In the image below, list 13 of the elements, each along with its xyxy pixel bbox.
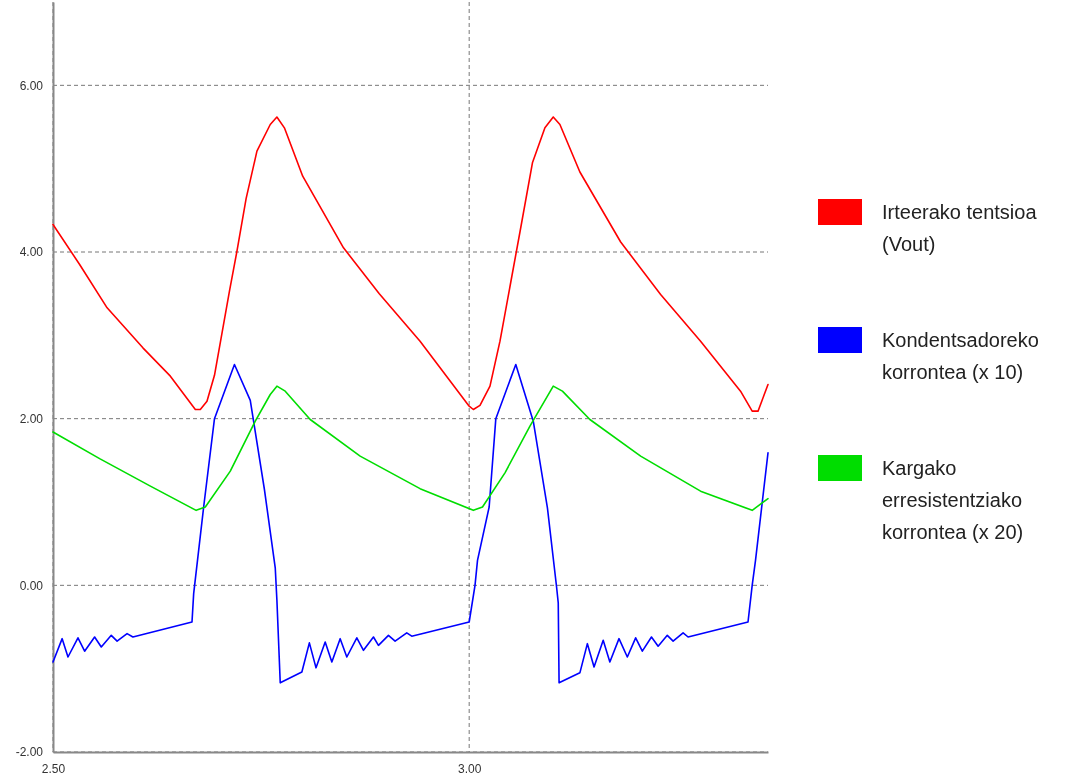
y-tick-label: 4.00 — [19, 245, 44, 260]
legend-label: Kargako erresistentziako korrontea (x 20) — [882, 457, 1024, 543]
line-series — [52, 116, 769, 412]
line-series — [52, 385, 769, 512]
y-tick-label: 0.00 — [19, 578, 44, 593]
legend-label: Irteerako tentsioa (Vout) — [882, 201, 1038, 255]
y-tick-label: 2.00 — [19, 412, 44, 427]
y-tick-label: 6.00 — [19, 78, 44, 93]
x-tick-label: 2.50 — [41, 761, 66, 776]
x-tick-label: 3.00 — [458, 761, 482, 776]
legend-label: Kondentsadoreko korrontea (x 10) — [882, 329, 1039, 383]
y-tick-label: -2.00 — [15, 745, 44, 760]
line-series — [52, 363, 769, 684]
